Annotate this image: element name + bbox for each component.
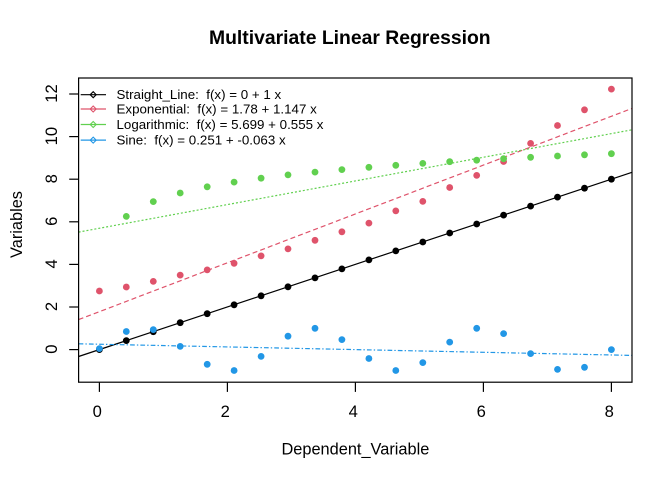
svg-text:Variables: Variables bbox=[8, 191, 26, 258]
svg-text:Sine: f(x) = 0.251 + -0.063 x: Sine: f(x) = 0.251 + -0.063 x bbox=[117, 133, 286, 148]
svg-text:4: 4 bbox=[349, 402, 358, 421]
svg-text:Straight_Line: f(x) = 0 + 1 x: Straight_Line: f(x) = 0 + 1 x bbox=[117, 87, 282, 102]
svg-text:Multivariate Linear Regression: Multivariate Linear Regression bbox=[209, 27, 491, 49]
svg-text:0: 0 bbox=[93, 402, 102, 421]
svg-text:10: 10 bbox=[42, 127, 61, 145]
svg-text:6: 6 bbox=[477, 402, 486, 421]
svg-text:Dependent_Variable: Dependent_Variable bbox=[281, 441, 429, 459]
svg-text:8: 8 bbox=[605, 402, 614, 421]
svg-text:Logarithmic: f(x) = 5.699 + 0: Logarithmic: f(x) = 5.699 + 0.555 x bbox=[117, 117, 324, 132]
svg-text:0: 0 bbox=[42, 344, 61, 353]
svg-text:12: 12 bbox=[42, 84, 61, 102]
svg-text:2: 2 bbox=[221, 402, 230, 421]
svg-text:Exponential: f(x) = 1.78 + 1.: Exponential: f(x) = 1.78 + 1.147 x bbox=[117, 102, 318, 117]
svg-text:6: 6 bbox=[42, 217, 61, 226]
svg-text:8: 8 bbox=[42, 174, 61, 183]
svg-text:2: 2 bbox=[42, 302, 61, 311]
svg-text:4: 4 bbox=[42, 259, 61, 268]
